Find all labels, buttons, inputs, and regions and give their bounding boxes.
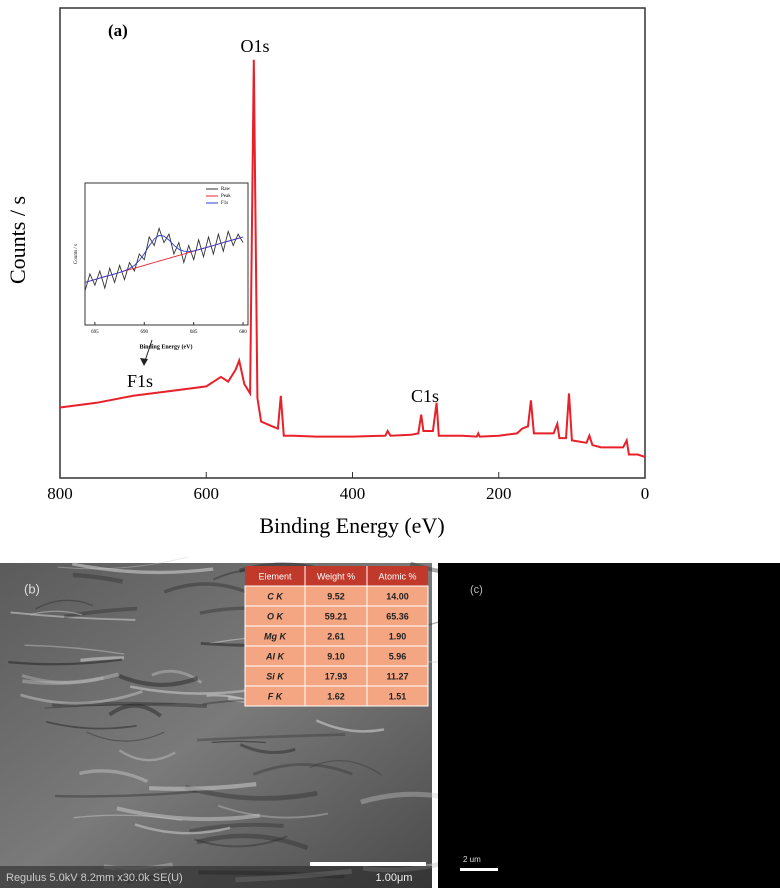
sem-ridge xyxy=(194,835,288,848)
sem-ridge xyxy=(72,572,124,584)
x-tick-label: 695 xyxy=(91,330,99,335)
sem-ridge xyxy=(118,749,176,762)
x-tick-label: 600 xyxy=(194,484,220,503)
sem-ridge xyxy=(10,611,136,621)
x-tick-label: 800 xyxy=(47,484,73,503)
panel-label: (c) xyxy=(470,584,483,596)
x-axis-label: Binding Energy (eV) xyxy=(259,513,444,538)
sem-ridge xyxy=(73,814,183,821)
table-header-bg xyxy=(245,566,428,586)
scale-bar-label: 1.00μm xyxy=(376,872,413,884)
table-cell: 9.52 xyxy=(327,591,345,601)
table-cell: 1.62 xyxy=(327,691,345,701)
table-cell: Mg K xyxy=(264,631,287,641)
table-cell: 65.36 xyxy=(386,611,409,621)
sem-ridge xyxy=(71,562,214,575)
inset-frame xyxy=(84,182,249,326)
x-tick-label: 0 xyxy=(641,484,650,503)
table-cell: 17.93 xyxy=(325,671,348,681)
inset-x-label: Binding Energy (eV) xyxy=(139,343,192,350)
sem-ridge xyxy=(252,763,353,776)
sem-ridge xyxy=(116,806,261,822)
sem-ridge xyxy=(211,740,266,744)
table-cell: C K xyxy=(267,591,284,601)
sem-ridge xyxy=(217,804,329,819)
table-cell: F K xyxy=(268,691,284,701)
sem-ridge xyxy=(118,673,199,687)
sem-ridge xyxy=(8,658,123,666)
sem-ridge xyxy=(57,556,188,570)
table-cell: 2.61 xyxy=(327,631,345,641)
table-cell: Si K xyxy=(266,671,285,681)
sem-ridge xyxy=(108,703,162,718)
table-cell: Al K xyxy=(265,651,286,661)
y-axis-label: Counts / s xyxy=(5,196,30,284)
sem-ridge xyxy=(22,672,119,685)
panel-label: (b) xyxy=(24,581,40,596)
eds-map xyxy=(438,563,780,888)
table-cell: 59.21 xyxy=(325,611,348,621)
data-line xyxy=(84,226,244,292)
sem-ridge xyxy=(30,610,83,616)
sem-ridge xyxy=(44,703,176,709)
inset-y-label: Counts / s xyxy=(74,244,79,264)
table-row-bg xyxy=(244,685,429,707)
peak-annotation: C1s xyxy=(411,386,439,406)
sem-ridge xyxy=(34,599,94,610)
table-cell: 1.90 xyxy=(389,631,407,641)
legend-label: F1s xyxy=(221,201,228,206)
legend-label: Raw xyxy=(221,187,231,192)
sem-ridge xyxy=(309,760,383,776)
sem-ridge xyxy=(149,781,257,791)
sem-ridge xyxy=(54,790,198,798)
x-tick-label: 680 xyxy=(239,330,247,335)
table-cell: O K xyxy=(267,611,285,621)
table-header: Element xyxy=(258,571,292,581)
x-tick-label: 690 xyxy=(141,330,149,335)
sem-ridge xyxy=(315,719,385,733)
table-cell: 1.51 xyxy=(389,691,407,701)
sem-ridge xyxy=(24,644,125,655)
sem-ridge xyxy=(134,823,231,835)
table-cell: 11.27 xyxy=(386,671,408,681)
peak-annotation: O1s xyxy=(240,36,269,56)
sem-ridge xyxy=(196,833,309,851)
sem-ridge xyxy=(63,606,138,619)
peak-annotation: F1s xyxy=(127,371,153,391)
sem-ridge xyxy=(80,656,125,662)
sem-ridge xyxy=(52,701,207,708)
sem-ridge xyxy=(197,733,346,742)
sem-ridge xyxy=(21,674,105,685)
sem-ridge xyxy=(184,784,318,801)
sem-ridge xyxy=(86,731,165,742)
x-tick-label: 200 xyxy=(486,484,512,503)
table-header: Weight % xyxy=(317,571,355,581)
composition-table: Element Weight % Atomic % C K 9.52 14.00 O K 59… xyxy=(244,566,429,707)
table-cell: 5.96 xyxy=(389,651,407,661)
x-tick-label: 685 xyxy=(190,330,198,335)
panel-label: (a) xyxy=(108,21,128,40)
scale-bar xyxy=(310,862,426,866)
sem-caption: Regulus 5.0kV 8.2mm x30.0k SE(U) xyxy=(6,872,183,884)
info-bar xyxy=(0,866,432,888)
sem-ridge xyxy=(79,769,149,784)
table-header: Atomic % xyxy=(378,571,416,581)
legend-label: Peak xyxy=(221,194,231,199)
sem-ridge xyxy=(189,822,284,834)
scale-bar xyxy=(460,868,498,871)
data-line xyxy=(84,235,244,283)
sem-ridge xyxy=(20,690,143,705)
data-line xyxy=(59,59,646,458)
sem-ridge xyxy=(46,720,137,730)
sem-ridge xyxy=(239,743,296,755)
table-cell: 9.10 xyxy=(327,651,345,661)
table-cell: 14.00 xyxy=(386,591,409,601)
scale-bar-label: 2 um xyxy=(463,855,481,864)
x-tick-label: 400 xyxy=(340,484,366,503)
arrow-head xyxy=(140,358,148,366)
